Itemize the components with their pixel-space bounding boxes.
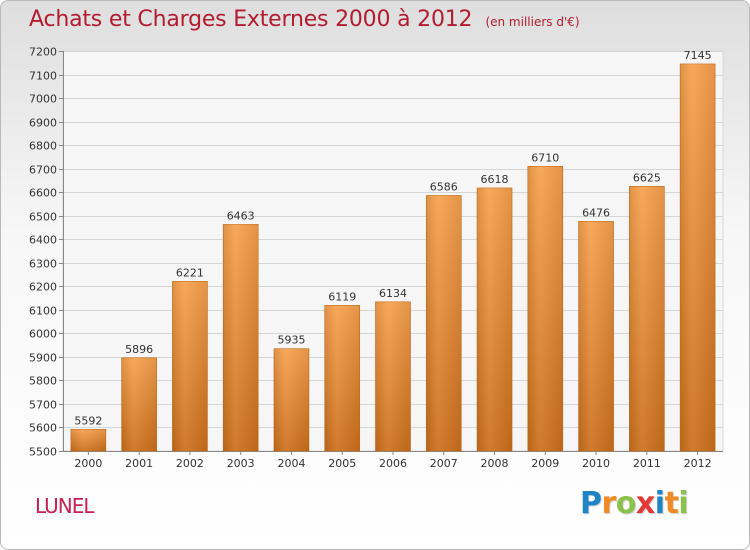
bar-shade xyxy=(70,429,106,451)
bar-shade xyxy=(121,357,157,451)
y-tick-label: 5900 xyxy=(29,352,57,365)
x-tick-label: 2004 xyxy=(277,457,305,470)
logo-letter: o xyxy=(615,486,637,521)
bar-shade xyxy=(375,301,411,451)
chart-title: Achats et Charges Externes 2000 à 2012 xyxy=(29,7,473,32)
bar-shade xyxy=(578,221,614,451)
x-tick-label: 2012 xyxy=(684,457,712,470)
data-label: 6586 xyxy=(430,180,458,193)
data-label: 6710 xyxy=(531,151,559,164)
bar-shade xyxy=(680,63,716,452)
y-tick-label: 5800 xyxy=(29,375,57,388)
x-tick-label: 2007 xyxy=(430,457,458,470)
y-tick-label: 6700 xyxy=(29,164,57,177)
data-label: 5896 xyxy=(125,343,153,356)
x-tick-label: 2003 xyxy=(227,457,255,470)
y-tick-label: 7000 xyxy=(29,93,57,106)
y-tick-label: 6500 xyxy=(29,211,57,224)
x-tick-label: 2011 xyxy=(633,457,661,470)
y-tick-label: 5700 xyxy=(29,399,57,412)
x-tick-label: 2009 xyxy=(531,457,559,470)
x-tick-label: 2006 xyxy=(379,457,407,470)
logo-letter: i xyxy=(654,486,665,521)
data-label: 6476 xyxy=(582,206,610,219)
chart-subtitle: (en milliers d'€) xyxy=(485,15,580,29)
data-label: 7145 xyxy=(684,49,712,62)
bar-shade xyxy=(477,187,513,452)
data-label: 6618 xyxy=(481,173,509,186)
data-label: 6221 xyxy=(176,266,204,279)
data-label: 6463 xyxy=(227,209,255,222)
y-tick-label: 6400 xyxy=(29,234,57,247)
y-tick-label: 6800 xyxy=(29,140,57,153)
x-tick-label: 2010 xyxy=(582,457,610,470)
logo-letter: x xyxy=(635,486,655,521)
y-tick-label: 6300 xyxy=(29,258,57,271)
y-tick-label: 7200 xyxy=(29,46,57,59)
proxiti-logo: Proxiti xyxy=(580,483,689,525)
commune-label: LUNEL xyxy=(35,494,95,518)
y-tick-label: 5600 xyxy=(29,422,57,435)
logo-letter: P xyxy=(580,486,602,521)
data-label: 5592 xyxy=(74,414,102,427)
bar-shade xyxy=(324,305,360,451)
bar-shade xyxy=(273,348,309,451)
y-tick-label: 6100 xyxy=(29,305,57,318)
data-label: 5935 xyxy=(277,334,305,347)
x-tick-label: 2008 xyxy=(481,457,509,470)
x-tick-label: 2002 xyxy=(176,457,204,470)
y-tick-label: 5500 xyxy=(29,446,57,459)
y-tick-label: 6000 xyxy=(29,328,57,341)
bar-shade xyxy=(527,166,563,451)
bar-shade xyxy=(223,224,259,451)
bar-shade xyxy=(629,186,665,451)
data-label: 6134 xyxy=(379,287,407,300)
x-tick-label: 2005 xyxy=(328,457,356,470)
logo-letter: i xyxy=(678,486,689,521)
y-tick-label: 6600 xyxy=(29,187,57,200)
logo-letter: r xyxy=(601,486,617,521)
x-tick-label: 2000 xyxy=(74,457,102,470)
chart-title-group: Achats et Charges Externes 2000 à 2012 (… xyxy=(29,7,580,32)
x-tick-label: 2001 xyxy=(125,457,153,470)
bar-shade xyxy=(172,281,208,451)
bar-shade xyxy=(426,195,462,451)
logo-letter: t xyxy=(664,486,679,521)
data-label: 6625 xyxy=(633,171,661,184)
y-tick-label: 7100 xyxy=(29,70,57,83)
y-tick-label: 6200 xyxy=(29,281,57,294)
data-label: 6119 xyxy=(328,290,356,303)
y-tick-label: 6900 xyxy=(29,117,57,130)
